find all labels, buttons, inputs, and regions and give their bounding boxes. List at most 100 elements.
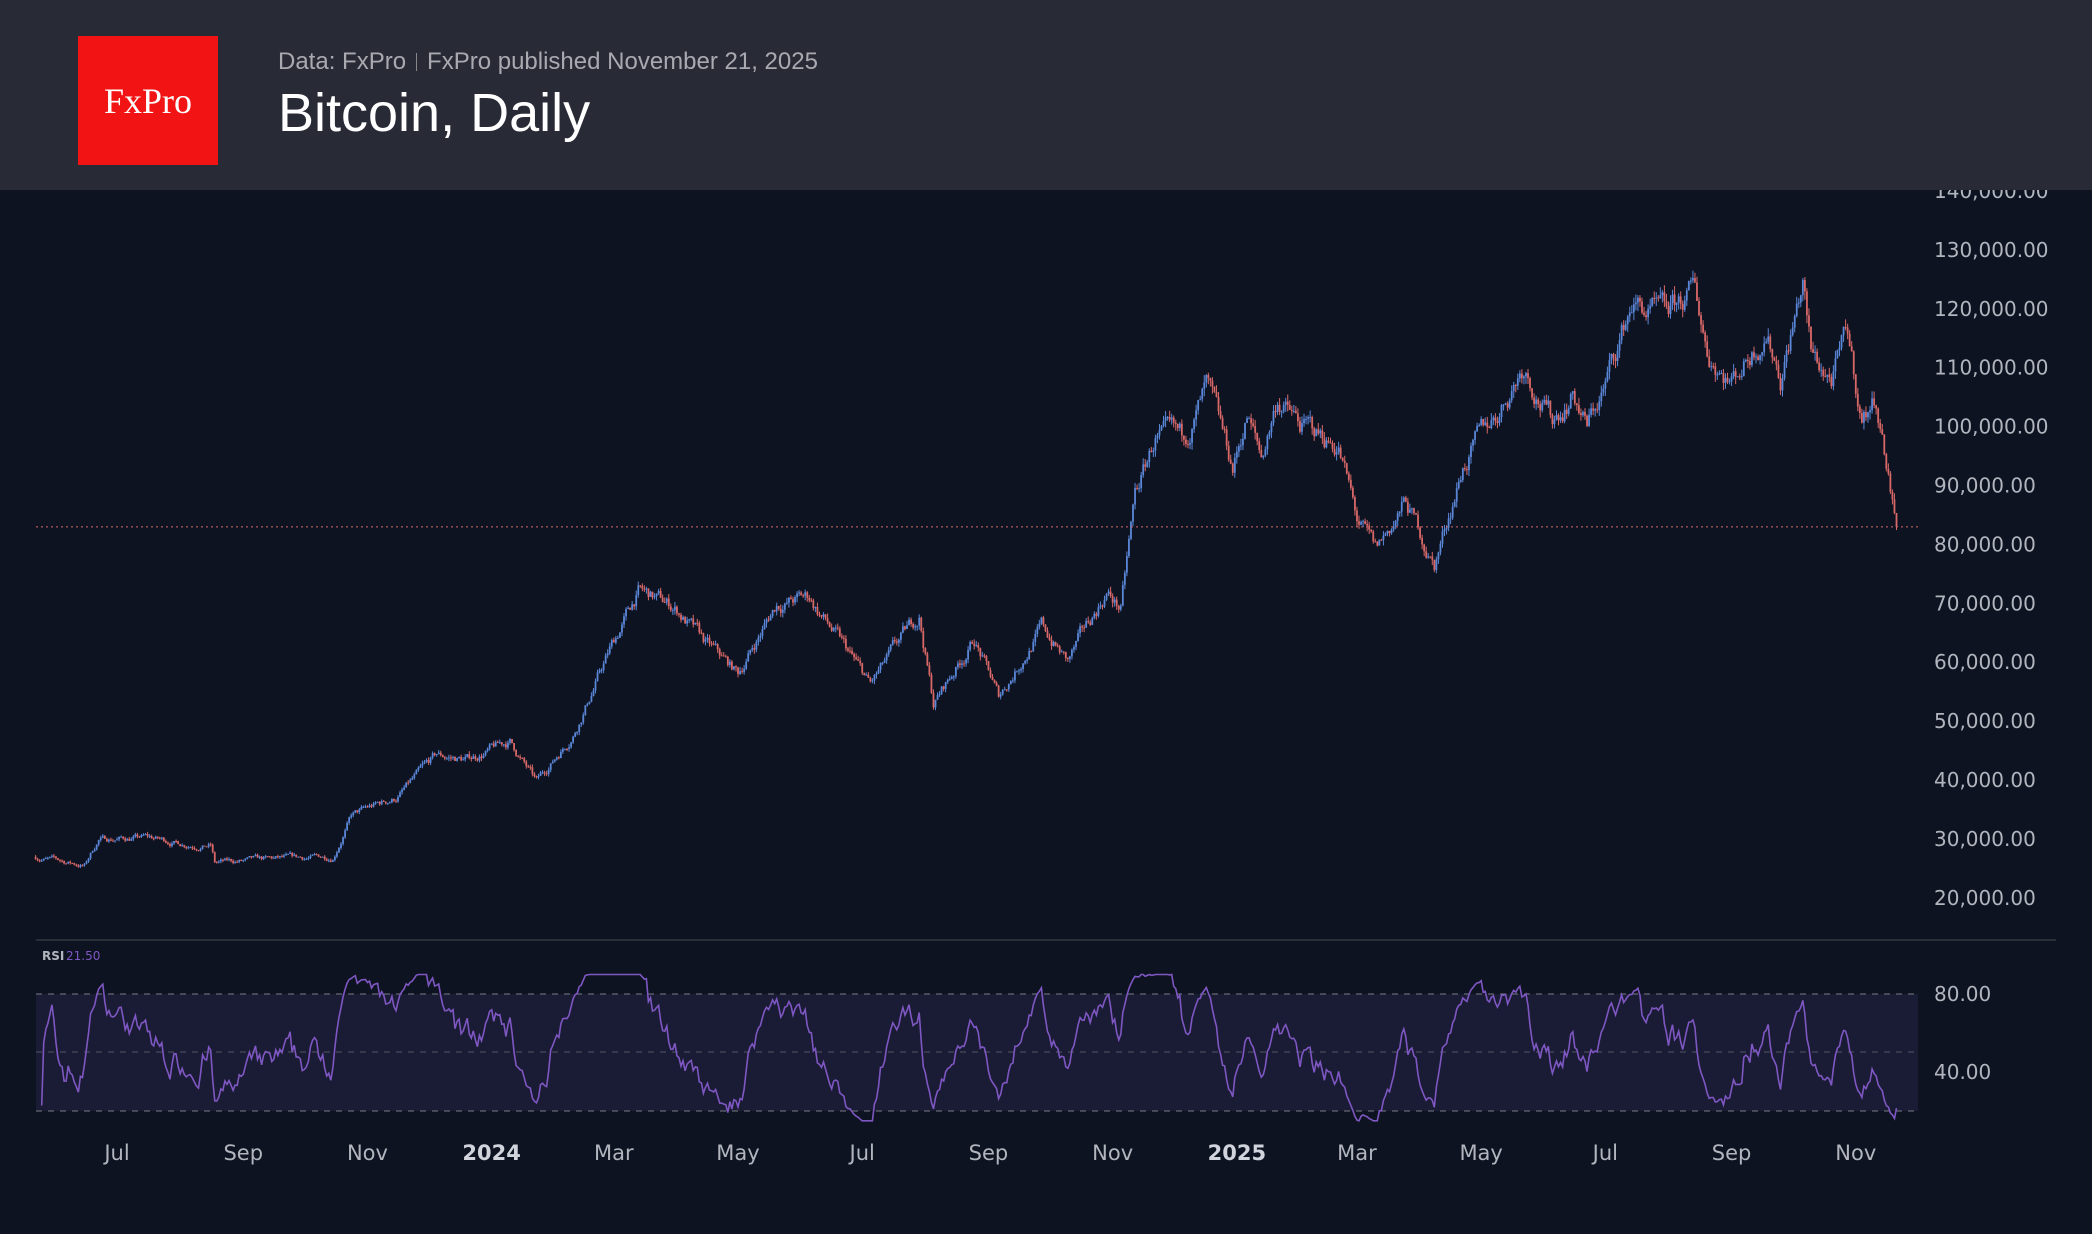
candle [606,653,609,656]
candle [488,744,491,749]
candle [1048,637,1051,640]
candle [228,859,230,861]
candle [1722,373,1725,383]
candle [152,838,155,840]
candle [1034,634,1037,643]
candle [1252,423,1255,427]
candle [50,855,53,857]
candle [948,678,951,680]
candle [260,856,263,860]
candle [1854,374,1857,394]
candle [1030,651,1033,653]
candle [1384,533,1387,536]
candle [1561,417,1564,422]
candle [918,617,921,626]
candle [509,739,511,743]
candle [1826,374,1829,377]
candle [904,626,906,629]
candle [1032,642,1035,652]
candle [1482,419,1485,425]
candle [348,817,351,823]
candle [494,742,497,747]
candle [676,606,678,614]
candle [861,663,864,673]
candle [812,600,815,609]
candle [393,799,395,801]
candle [678,613,680,615]
candle [1264,449,1267,456]
candle [112,840,114,842]
candle [1659,295,1662,299]
candle [116,839,118,841]
candle [391,799,393,803]
candle [1887,468,1890,474]
candle [1360,522,1362,525]
candle [1685,290,1688,301]
fxpro-logo: FxPro [78,36,218,165]
candle [753,648,756,650]
candle [1301,423,1303,432]
candle [1333,448,1336,455]
candle [303,859,306,861]
candle [205,846,208,848]
candle [65,863,68,865]
candle [1189,442,1191,445]
candle [706,637,709,640]
candle [612,640,615,643]
candle [1850,346,1853,352]
candle [1183,435,1185,440]
candle [1003,689,1006,691]
candle [1486,422,1489,428]
candle [1879,422,1882,430]
candle [718,649,721,656]
rsi-line [40,973,1898,1122]
candle [513,743,515,750]
candle [1341,457,1344,461]
candle [1461,468,1464,480]
candle [1724,377,1727,383]
published-date: FxPro published November 21, 2025 [427,48,818,75]
candle [1329,442,1332,444]
time-tick: Sep [969,1141,1009,1165]
candle [1154,438,1157,451]
candle [991,676,994,681]
candle [1455,488,1458,502]
candle [395,800,397,802]
candle [1132,504,1134,522]
candle [749,649,752,654]
candle [957,663,959,668]
candle [1193,419,1195,430]
candle [643,588,646,590]
candle [376,801,379,803]
candle [1573,391,1576,404]
candle [1820,369,1823,371]
candle [737,667,739,674]
candle [1577,405,1580,414]
candle [877,669,880,674]
candle [1818,362,1821,371]
candle [1675,302,1678,305]
candle [946,679,949,683]
time-tick: May [1459,1141,1502,1165]
candle [1121,584,1124,606]
candle [580,722,583,725]
candle [629,607,632,610]
candle [370,805,373,807]
candle [1527,373,1529,379]
candle [1309,417,1312,419]
candle [73,863,76,865]
candle [1836,349,1839,359]
candle [1869,410,1871,413]
time-tick: May [716,1141,759,1165]
candle [291,852,294,856]
candle [863,672,866,676]
candle [684,617,686,624]
candle [1606,371,1609,382]
candle [1130,521,1132,539]
candle [1213,386,1216,392]
candle [663,602,666,604]
candle [126,838,129,841]
candle [1164,417,1167,421]
candle [217,861,220,863]
